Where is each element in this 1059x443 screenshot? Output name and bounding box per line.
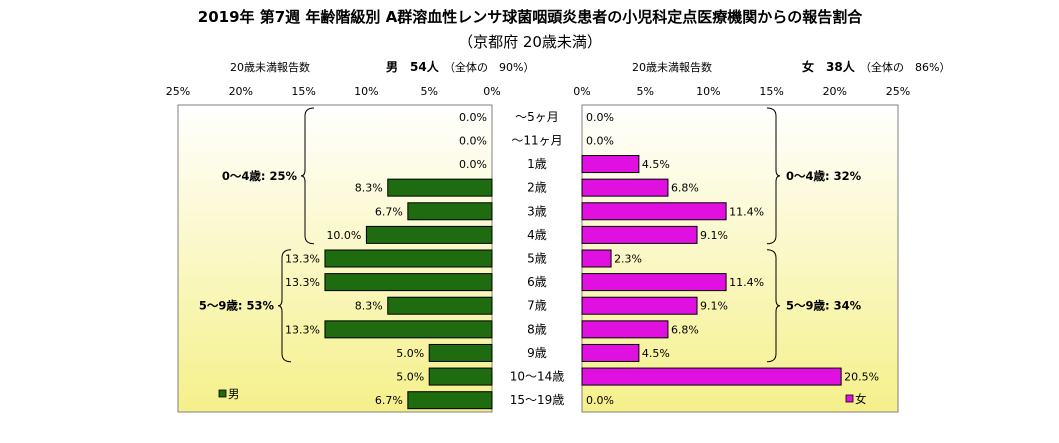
female-value-label: 6.8% — [671, 182, 699, 195]
male-axis-tick-label: 10% — [354, 85, 378, 98]
female-value-label: 0.0% — [586, 394, 614, 407]
male-bar — [387, 178, 493, 197]
male-value-label: 13.3% — [285, 276, 320, 289]
female-value-label: 0.0% — [586, 111, 614, 124]
male-axis-tick-label: 25% — [166, 85, 190, 98]
male-header-total: 男 54人 — [386, 59, 440, 74]
male-bar — [387, 296, 493, 315]
male-group-label: 0～4歳: 25% — [222, 169, 298, 183]
category-label: ～5ヶ月 — [515, 110, 559, 124]
male-value-label: 6.7% — [375, 205, 403, 218]
category-label: 4歳 — [527, 228, 547, 242]
female-group-brace — [766, 249, 781, 363]
male-bar — [428, 367, 493, 386]
male-group-label: 5～9歳: 53% — [199, 299, 275, 313]
male-value-label: 5.0% — [396, 347, 424, 360]
category-label: 15～19歳 — [510, 393, 565, 407]
male-value-label: 8.3% — [355, 300, 383, 313]
male-value-label: 13.3% — [285, 323, 320, 336]
female-group-brace — [766, 107, 781, 245]
female-bar — [581, 367, 842, 386]
female-value-label: 9.1% — [700, 300, 728, 313]
female-value-label: 9.1% — [700, 229, 728, 242]
category-label: ～11ヶ月 — [511, 133, 562, 147]
chart-title: 2019年 第7週 年齢階級別 A群溶血性レンサ球菌咽頭炎患者の小児科定点医療機… — [198, 8, 863, 26]
male-legend-swatch — [218, 389, 227, 398]
category-label: 1歳 — [527, 157, 547, 171]
male-value-label: 5.0% — [396, 371, 424, 384]
female-bar — [581, 225, 698, 244]
category-label: 5歳 — [527, 252, 547, 266]
male-value-label: 0.0% — [459, 158, 487, 171]
male-header-count-label: 20歳未満報告数 — [230, 61, 310, 74]
female-value-label: 0.0% — [586, 134, 614, 147]
female-header-share: （全体の 86%） — [860, 60, 950, 74]
female-value-label: 4.5% — [642, 158, 670, 171]
male-value-label: 13.3% — [285, 253, 320, 266]
chart-subtitle: （京都府 20歳未満） — [458, 33, 602, 51]
female-bar — [581, 202, 727, 221]
male-value-label: 10.0% — [326, 229, 361, 242]
female-bar — [581, 155, 640, 174]
male-axis-tick-label: 15% — [291, 85, 315, 98]
female-legend-label: 女 — [855, 392, 867, 406]
category-label: 2歳 — [527, 181, 547, 195]
female-legend-swatch — [845, 394, 854, 403]
male-legend-label: 男 — [228, 387, 240, 401]
female-bar — [581, 249, 612, 268]
female-axis-tick-label: 10% — [696, 85, 720, 98]
male-bar — [407, 391, 493, 410]
male-bar — [324, 249, 493, 268]
female-group-label: 5～9歳: 34% — [786, 299, 862, 313]
male-group-brace — [277, 249, 292, 363]
female-value-label: 6.8% — [671, 323, 699, 336]
male-group-brace — [300, 107, 315, 245]
male-bar — [407, 202, 493, 221]
male-axis-tick-label: 5% — [420, 85, 437, 98]
female-header-total: 女 38人 — [802, 59, 856, 74]
male-bar — [365, 225, 493, 244]
female-group-label: 0～4歳: 32% — [786, 169, 862, 183]
category-label: 9歳 — [527, 346, 547, 360]
male-bar — [324, 320, 493, 339]
female-bar — [581, 178, 669, 197]
female-value-label: 4.5% — [642, 347, 670, 360]
female-axis-tick-label: 20% — [823, 85, 847, 98]
female-axis-tick-label: 5% — [636, 85, 653, 98]
female-bar — [581, 343, 640, 362]
female-axis-tick-label: 25% — [886, 85, 910, 98]
male-value-label: 0.0% — [459, 111, 487, 124]
male-value-label: 6.7% — [375, 394, 403, 407]
category-label: 7歳 — [527, 299, 547, 313]
category-label: 6歳 — [527, 275, 547, 289]
male-header-share: （全体の 90%） — [444, 60, 534, 74]
male-value-label: 8.3% — [355, 182, 383, 195]
category-label: 3歳 — [527, 204, 547, 218]
female-bar — [581, 273, 727, 292]
female-bar — [581, 296, 698, 315]
female-axis-tick-label: 15% — [759, 85, 783, 98]
female-value-label: 11.4% — [729, 276, 764, 289]
category-label: 10～14歳 — [510, 370, 565, 384]
category-label: 8歳 — [527, 322, 547, 336]
female-axis-tick-label: 0% — [573, 85, 590, 98]
female-value-label: 20.5% — [844, 371, 879, 384]
female-value-label: 11.4% — [729, 205, 764, 218]
male-bar — [324, 273, 493, 292]
male-value-label: 0.0% — [459, 134, 487, 147]
female-value-label: 2.3% — [614, 253, 642, 266]
female-bar — [581, 320, 669, 339]
female-header-count-label: 20歳未満報告数 — [632, 61, 712, 74]
male-bar — [428, 343, 493, 362]
male-axis-tick-label: 0% — [483, 85, 500, 98]
male-axis-tick-label: 20% — [229, 85, 253, 98]
